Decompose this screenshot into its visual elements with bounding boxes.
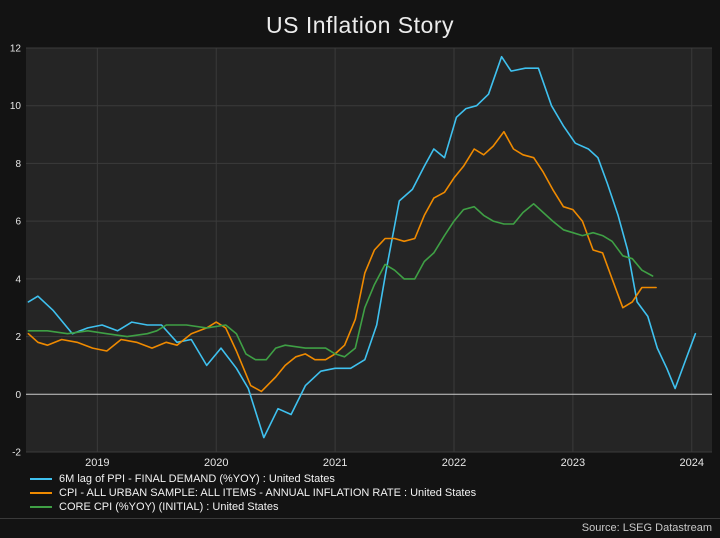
y-tick-label: 12: [10, 44, 22, 55]
y-tick-label: 8: [15, 159, 21, 170]
y-tick-label: 2: [15, 332, 21, 343]
x-tick-label: 2021: [323, 457, 347, 469]
series-line-2: [27, 203, 654, 361]
x-tick-label: 2020: [204, 457, 228, 469]
legend-label: 6M lag of PPI - FINAL DEMAND (%YOY) : Un…: [59, 473, 335, 485]
series-line-0: [27, 55, 697, 439]
series-line-1: [27, 130, 657, 393]
x-tick-label: 2024: [680, 457, 704, 469]
legend-label: CPI - ALL URBAN SAMPLE: ALL ITEMS - ANNU…: [59, 487, 477, 499]
legend-item: CORE CPI (%YOY) (INITIAL) : United State…: [30, 501, 476, 513]
legend-swatch: [30, 506, 52, 508]
legend-swatch: [30, 478, 52, 480]
plot-area: [26, 48, 712, 452]
chart-title: US Inflation Story: [266, 12, 454, 38]
legend: 6M lag of PPI - FINAL DEMAND (%YOY) : Un…: [30, 473, 476, 513]
y-tick-label: 0: [15, 390, 21, 401]
chart-svg: -2 0 2 4 6 8 10 12 2019 2020 2021 2022 2023 2024: [10, 44, 712, 469]
gridlines: [26, 47, 712, 453]
x-tick-label: 2023: [561, 457, 585, 469]
legend-label: CORE CPI (%YOY) (INITIAL) : United State…: [59, 501, 279, 513]
footer: Source: LSEG Datastream: [0, 518, 720, 538]
x-tick-label: 2019: [85, 457, 109, 469]
legend-item: 6M lag of PPI - FINAL DEMAND (%YOY) : Un…: [30, 473, 476, 485]
legend-item: CPI - ALL URBAN SAMPLE: ALL ITEMS - ANNU…: [30, 487, 476, 499]
y-tick-label: 10: [10, 101, 22, 112]
y-tick-label: 4: [15, 274, 21, 285]
y-tick-label: 6: [15, 217, 21, 228]
source-text: Source: LSEG Datastream: [581, 522, 712, 534]
legend-swatch: [30, 492, 52, 494]
y-tick-label: -2: [12, 448, 21, 459]
x-tick-label: 2022: [442, 457, 466, 469]
